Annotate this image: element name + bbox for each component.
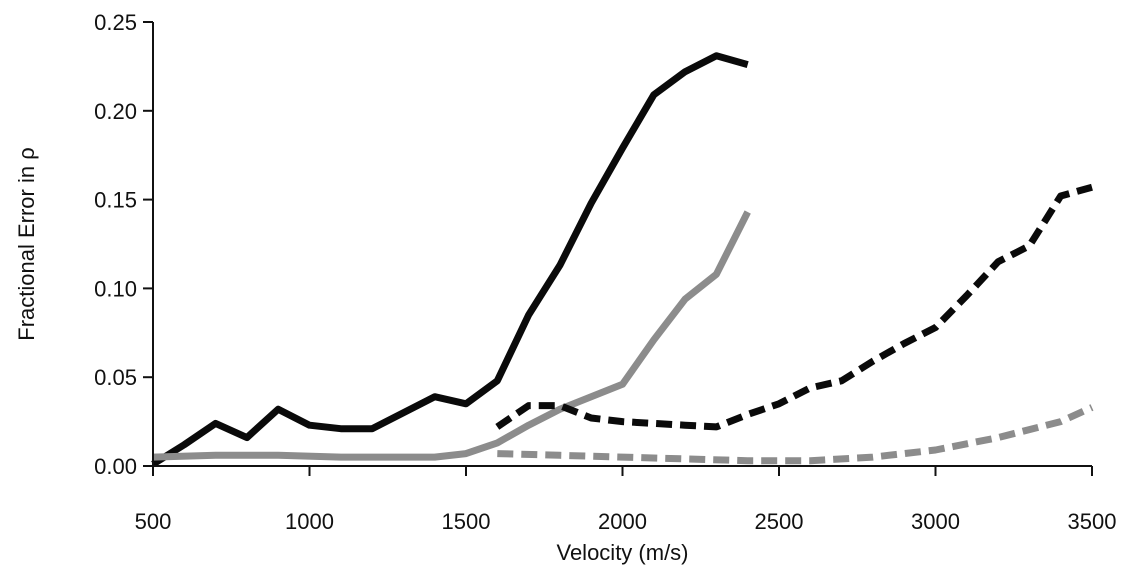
y-axis-title: Fractional Error in ρ — [14, 147, 39, 340]
series-line-3 — [497, 404, 1094, 465]
series-line-2 — [495, 183, 1093, 431]
x-tick-label-3: 2000 — [598, 509, 647, 534]
y-tick-label-3: 0.15 — [94, 188, 137, 213]
series-layer — [151, 52, 1094, 468]
y-tick-label-0: 0.00 — [94, 454, 137, 479]
x-tick-label-1: 1000 — [285, 509, 334, 534]
series-line-1 — [152, 210, 751, 461]
y-tick-label-5: 0.25 — [94, 10, 137, 35]
x-axis-title: Velocity (m/s) — [556, 540, 688, 565]
x-tick-label-0: 500 — [135, 509, 172, 534]
x-tick-label-4: 2500 — [755, 509, 804, 534]
x-tick-label-2: 1500 — [442, 509, 491, 534]
ticks-layer: 0.00 0.05 0.10 0.15 0.20 0.25 500 1000 1500 2000 2… — [94, 10, 1116, 534]
y-tick-label-2: 0.10 — [94, 276, 137, 301]
x-tick-label-6: 3500 — [1068, 509, 1117, 534]
axes-layer — [152, 22, 1092, 467]
x-tick-label-5: 3000 — [911, 509, 960, 534]
series-line-0 — [151, 52, 749, 468]
y-tick-label-1: 0.05 — [94, 365, 137, 390]
y-tick-label-4: 0.20 — [94, 99, 137, 124]
